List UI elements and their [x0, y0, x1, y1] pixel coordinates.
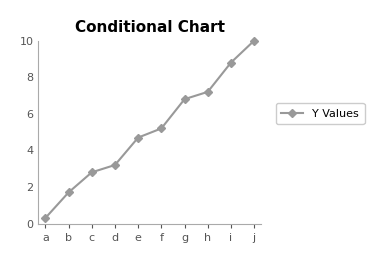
Legend: Y Values: Y Values — [276, 103, 364, 124]
Title: Conditional Chart: Conditional Chart — [75, 20, 225, 35]
